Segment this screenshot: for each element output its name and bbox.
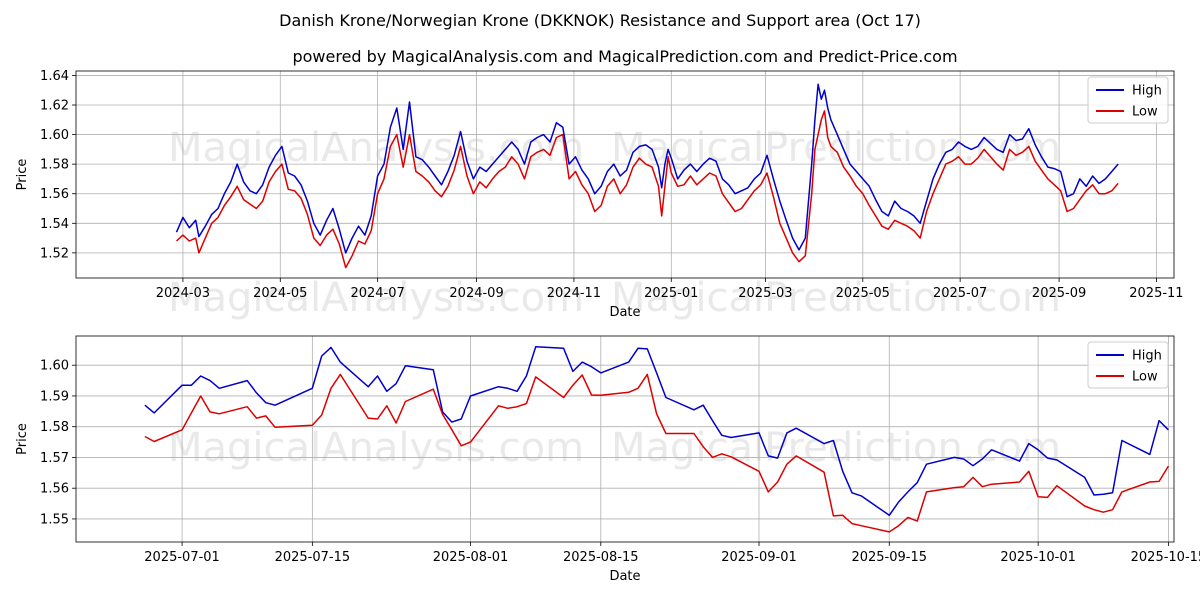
y-tick-label: 1.60 xyxy=(40,128,69,143)
watermark-left: MagicalAnalysis.com xyxy=(168,125,584,171)
x-tick-label: 2025-07 xyxy=(933,286,987,301)
y-tick-label: 1.57 xyxy=(40,451,69,466)
legend-label-high: High xyxy=(1132,84,1162,99)
y-tick-label: 1.54 xyxy=(40,217,69,232)
x-axis-label: Date xyxy=(609,305,640,320)
legend-label-high: High xyxy=(1132,349,1162,364)
y-tick-label: 1.58 xyxy=(40,420,69,435)
x-tick-label: 2025-03 xyxy=(738,286,792,301)
y-axis-label: Price xyxy=(15,159,30,191)
x-tick-label: 2024-09 xyxy=(449,286,503,301)
y-tick-label: 1.64 xyxy=(40,69,69,84)
x-tick-label: 2025-09-01 xyxy=(721,550,797,565)
x-tick-label: 2024-11 xyxy=(547,286,601,301)
y-tick-label: 1.62 xyxy=(40,99,69,114)
x-tick-label: 2025-09 xyxy=(1032,286,1086,301)
series-line-high xyxy=(175,83,1119,254)
x-tick-label: 2025-07-15 xyxy=(275,550,351,565)
x-tick-label: 2024-07 xyxy=(350,286,404,301)
series-line-high xyxy=(144,346,1169,517)
plot-frame xyxy=(75,70,1175,279)
x-tick-label: 2025-01 xyxy=(644,286,698,301)
y-tick-label: 1.58 xyxy=(40,158,69,173)
legend-label-low: Low xyxy=(1132,370,1158,385)
top-chart: MagicalAnalysis.com MagicalPrediction.com… xyxy=(15,69,1184,321)
y-tick-label: 1.56 xyxy=(40,482,69,497)
x-tick-label: 2025-10-01 xyxy=(1000,550,1076,565)
x-tick-label: 2025-11 xyxy=(1129,286,1183,301)
bottom-chart: MagicalAnalysis.com MagicalPrediction.com… xyxy=(15,335,1200,584)
watermark-left: MagicalAnalysis.com xyxy=(168,275,584,321)
x-tick-label: 2025-07-01 xyxy=(144,550,220,565)
legend: High Low xyxy=(1087,341,1169,389)
series-line-low xyxy=(144,373,1170,533)
y-tick-label: 1.60 xyxy=(40,359,69,374)
x-tick-label: 2025-08-15 xyxy=(563,550,639,565)
x-tick-label: 2024-03 xyxy=(156,286,210,301)
series-line-low xyxy=(175,110,1119,269)
y-tick-label: 1.52 xyxy=(40,246,69,261)
legend-label-low: Low xyxy=(1132,105,1158,120)
x-tick-label: 2025-10-15 xyxy=(1131,550,1200,565)
plot-frame xyxy=(75,335,1175,543)
x-tick-label: 2025-05 xyxy=(836,286,890,301)
x-tick-label: 2025-09-15 xyxy=(851,550,927,565)
chart-title: Danish Krone/Norwegian Krone (DKKNOK) Re… xyxy=(279,11,921,30)
x-tick-label: 2025-08-01 xyxy=(433,550,509,565)
chart-subtitle: powered by MagicalAnalysis.com and Magic… xyxy=(292,47,957,66)
y-axis-label: Price xyxy=(15,423,30,455)
legend: High Low xyxy=(1087,76,1169,124)
x-axis-label: Date xyxy=(609,569,640,584)
watermark-left: MagicalAnalysis.com xyxy=(168,425,584,471)
watermark-right: MagicalPrediction.com xyxy=(611,275,1061,321)
y-tick-label: 1.59 xyxy=(40,389,69,404)
y-tick-label: 1.56 xyxy=(40,187,69,202)
x-tick-label: 2024-05 xyxy=(253,286,307,301)
y-tick-label: 1.55 xyxy=(40,512,69,527)
